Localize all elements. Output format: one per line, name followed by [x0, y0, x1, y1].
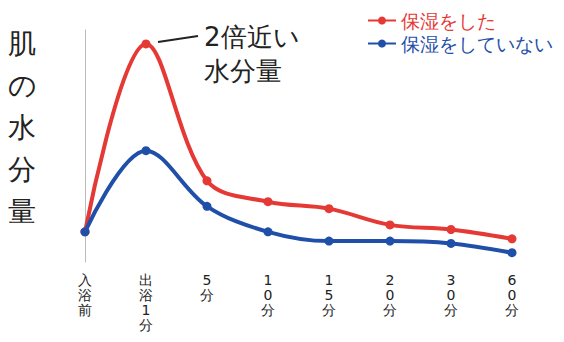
svg-text:0: 0 — [508, 287, 517, 303]
svg-text:量: 量 — [8, 195, 36, 228]
svg-text:肌: 肌 — [8, 27, 36, 60]
svg-text:2: 2 — [386, 272, 395, 288]
svg-text:水分量: 水分量 — [204, 56, 282, 86]
svg-text:2倍近い: 2倍近い — [204, 22, 300, 52]
svg-text:分: 分 — [505, 302, 519, 318]
svg-text:前: 前 — [78, 302, 92, 318]
svg-text:1: 1 — [142, 302, 151, 318]
svg-text:1: 1 — [264, 272, 273, 288]
svg-text:3: 3 — [447, 272, 456, 288]
svg-text:0: 0 — [264, 287, 273, 303]
svg-text:6: 6 — [508, 272, 517, 288]
svg-text:0: 0 — [447, 287, 456, 303]
svg-text:分: 分 — [200, 287, 214, 303]
svg-text:保湿をしていない: 保湿をしていない — [401, 33, 553, 55]
svg-text:水: 水 — [8, 111, 36, 144]
svg-text:分: 分 — [261, 302, 275, 318]
svg-text:浴: 浴 — [139, 287, 153, 303]
svg-text:浴: 浴 — [78, 287, 92, 303]
svg-text:0: 0 — [386, 287, 395, 303]
svg-text:分: 分 — [8, 153, 36, 186]
svg-text:分: 分 — [322, 302, 336, 318]
svg-text:の: の — [8, 69, 37, 102]
svg-text:1: 1 — [325, 272, 334, 288]
svg-text:分: 分 — [383, 302, 397, 318]
svg-text:保湿をした: 保湿をした — [401, 10, 496, 32]
svg-text:分: 分 — [444, 302, 458, 318]
svg-text:入: 入 — [78, 272, 92, 288]
svg-text:5: 5 — [325, 287, 334, 303]
svg-text:分: 分 — [139, 317, 153, 333]
svg-text:出: 出 — [139, 272, 153, 288]
svg-text:5: 5 — [203, 272, 212, 288]
